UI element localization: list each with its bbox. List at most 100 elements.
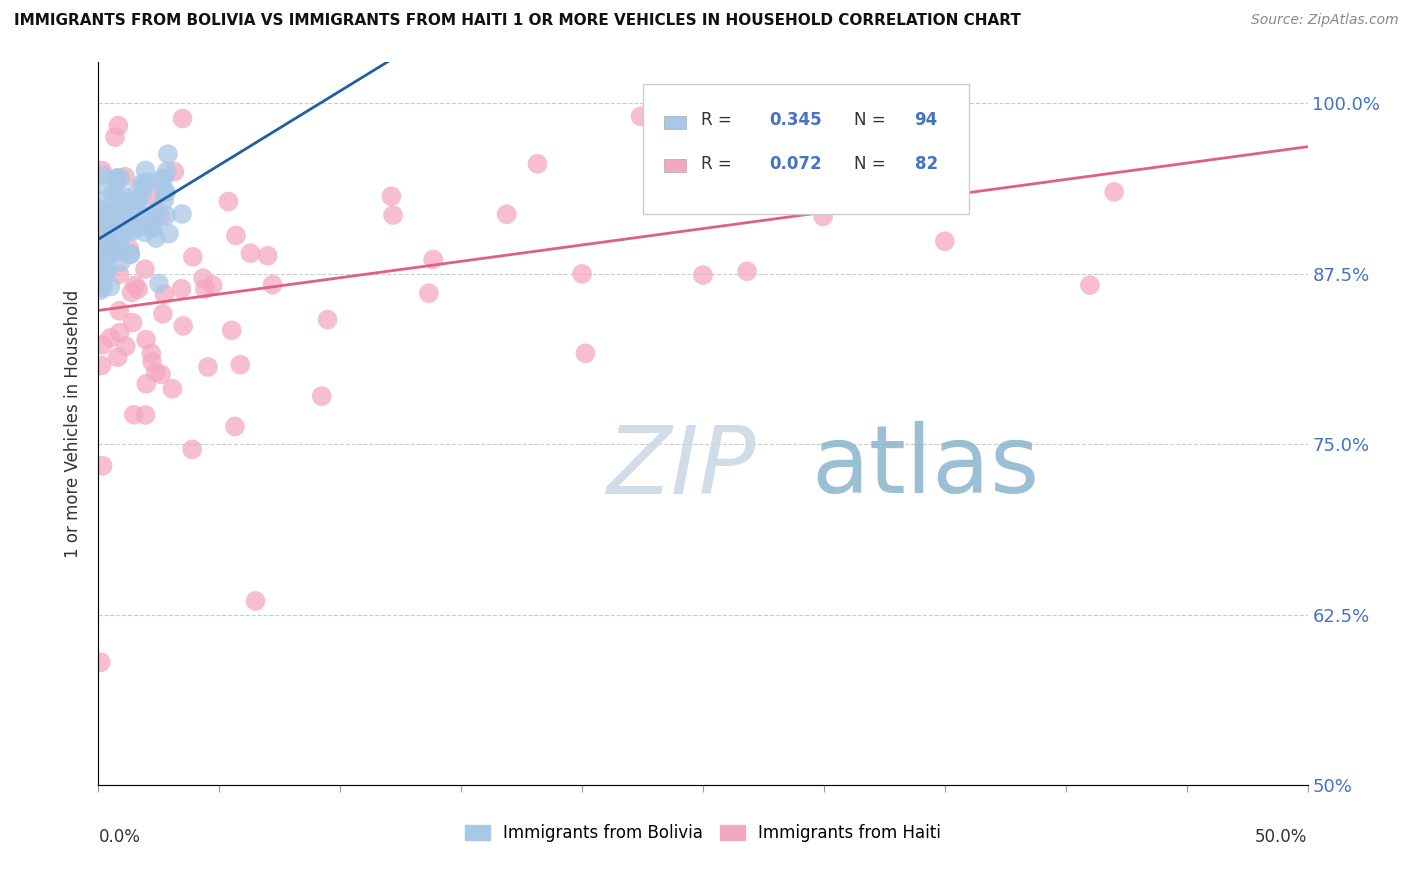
Point <box>117 209 139 223</box>
Point <box>94 235 117 250</box>
Point <box>860 137 883 152</box>
Point <box>125 197 148 211</box>
Text: R =: R = <box>700 112 737 129</box>
Point <box>98 331 121 345</box>
Point <box>101 210 124 224</box>
Point <box>111 198 134 212</box>
Point <box>141 346 163 360</box>
Point <box>135 333 157 347</box>
Point <box>181 250 204 264</box>
Point <box>101 187 124 202</box>
Point <box>96 233 118 247</box>
FancyBboxPatch shape <box>643 84 969 214</box>
Point <box>91 168 114 182</box>
Point <box>91 338 114 352</box>
Point <box>90 202 112 216</box>
Point <box>311 389 333 403</box>
Point <box>153 193 176 207</box>
Point <box>172 318 194 333</box>
Point <box>121 285 143 300</box>
Point <box>89 215 111 229</box>
Point <box>107 350 129 364</box>
Point <box>124 278 146 293</box>
Text: IMMIGRANTS FROM BOLIVIA VS IMMIGRANTS FROM HAITI 1 OR MORE VEHICLES IN HOUSEHOLD: IMMIGRANTS FROM BOLIVIA VS IMMIGRANTS FR… <box>14 13 1021 29</box>
Point <box>134 262 156 277</box>
Point <box>94 193 117 207</box>
Point <box>93 238 115 252</box>
Point <box>262 277 284 292</box>
Point <box>117 196 139 211</box>
Point <box>100 214 122 228</box>
Text: 0.072: 0.072 <box>769 154 823 172</box>
Text: Source: ZipAtlas.com: Source: ZipAtlas.com <box>1251 13 1399 28</box>
Point <box>813 121 835 136</box>
Point <box>98 214 121 228</box>
Point <box>90 231 112 245</box>
Point <box>89 225 111 239</box>
Point <box>89 283 111 297</box>
Point <box>94 216 117 230</box>
Point <box>90 359 112 373</box>
Point <box>155 185 177 199</box>
Point <box>112 219 135 234</box>
Point <box>91 458 114 473</box>
Point <box>135 376 157 391</box>
FancyBboxPatch shape <box>664 160 686 172</box>
Point <box>145 366 167 380</box>
Y-axis label: 1 or more Vehicles in Household: 1 or more Vehicles in Household <box>65 290 83 558</box>
Point <box>103 208 125 222</box>
Point <box>101 208 124 222</box>
Point <box>108 326 131 340</box>
Text: 50.0%: 50.0% <box>1256 829 1308 847</box>
Point <box>149 172 172 186</box>
Point <box>91 258 114 272</box>
Point <box>811 210 834 224</box>
Point <box>89 228 111 243</box>
Point <box>132 178 155 192</box>
Point <box>90 225 112 239</box>
Point <box>201 278 224 293</box>
Point <box>96 264 118 278</box>
Point <box>127 197 149 211</box>
Point <box>157 227 180 241</box>
Point <box>163 164 186 178</box>
Point <box>574 346 596 360</box>
Text: N =: N = <box>855 112 891 129</box>
Point <box>134 163 156 178</box>
Point <box>153 185 176 199</box>
Text: atlas: atlas <box>811 421 1040 513</box>
Point <box>121 224 143 238</box>
Point <box>98 236 121 251</box>
Point <box>93 227 115 242</box>
Point <box>105 170 128 185</box>
Text: 0.0%: 0.0% <box>98 829 141 847</box>
Point <box>134 408 156 422</box>
Point <box>96 211 118 225</box>
Point <box>108 267 131 281</box>
Point <box>120 208 142 222</box>
Point <box>97 218 120 232</box>
Point <box>225 228 247 243</box>
Point <box>156 147 179 161</box>
Point <box>94 220 117 235</box>
Point <box>108 240 131 254</box>
Point <box>105 186 128 201</box>
Text: ZIP: ZIP <box>606 422 756 513</box>
Point <box>94 252 117 267</box>
Point <box>89 250 111 264</box>
Point <box>98 279 121 293</box>
Point <box>96 206 118 220</box>
Point <box>108 237 131 252</box>
Point <box>127 282 149 296</box>
Point <box>94 265 117 279</box>
Point <box>1102 185 1125 199</box>
Point <box>89 178 111 192</box>
Text: 0.345: 0.345 <box>769 112 823 129</box>
Point <box>139 208 162 222</box>
Point <box>127 185 149 199</box>
Point <box>155 209 177 223</box>
Point <box>170 282 193 296</box>
Point <box>104 130 127 145</box>
Point <box>112 194 135 209</box>
Point <box>98 247 121 261</box>
